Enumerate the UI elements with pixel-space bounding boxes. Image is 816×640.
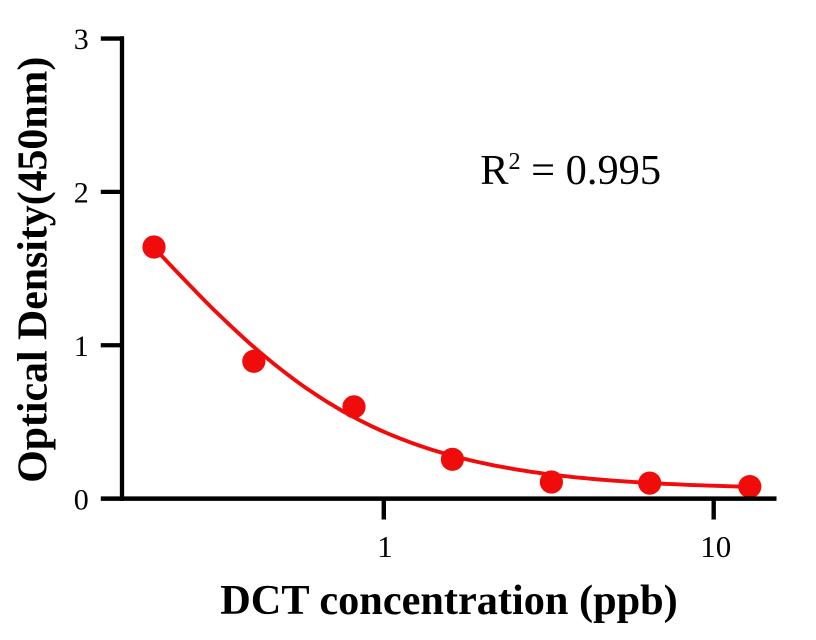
svg-text:R2 = 0.995: R2 = 0.995: [480, 147, 661, 194]
svg-text:2: 2: [74, 176, 89, 209]
svg-text:DCT concentration (ppb): DCT concentration (ppb): [220, 577, 677, 624]
svg-text:1: 1: [74, 330, 89, 363]
svg-text:Optical Density(450nm): Optical Density(450nm): [11, 57, 57, 483]
svg-text:10: 10: [700, 529, 731, 564]
svg-text:3: 3: [74, 23, 89, 56]
svg-text:1: 1: [377, 529, 393, 564]
svg-text:0: 0: [74, 484, 89, 517]
